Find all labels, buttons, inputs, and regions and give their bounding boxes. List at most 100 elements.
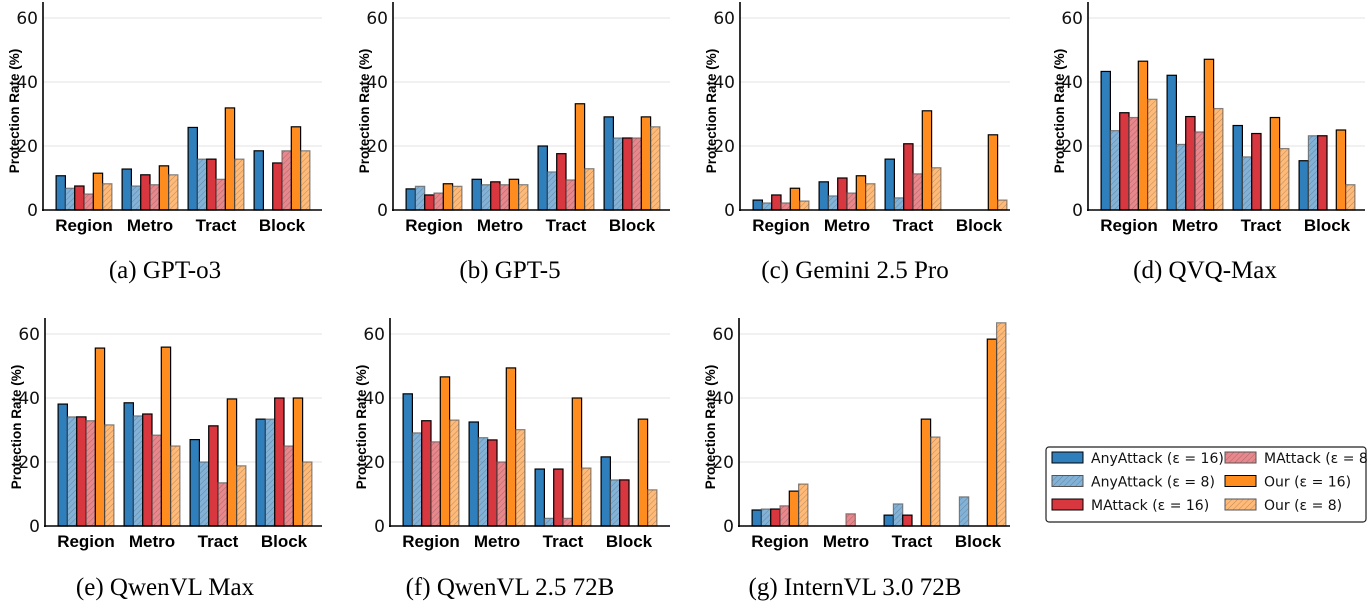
bar-region-series-5 xyxy=(1146,98,1158,211)
legend-swatch xyxy=(1051,475,1084,487)
y-tick-label: 40 xyxy=(366,73,388,93)
bar-block-series-0 xyxy=(603,116,614,211)
bar-region-series-2 xyxy=(76,416,87,527)
y-tick-label: 60 xyxy=(16,9,38,29)
y-axis-label: Protection Rate (%) xyxy=(1052,49,1067,174)
y-tick-label: 60 xyxy=(1061,9,1083,29)
bar-block-series-1 xyxy=(609,479,621,527)
bar-metro-series-3 xyxy=(845,513,856,527)
bar-block-series-5 xyxy=(995,322,1007,527)
bar-block-series-3 xyxy=(283,445,294,527)
bar-metro-series-3 xyxy=(499,184,510,211)
subplot-caption: (g) InternVL 3.0 72B xyxy=(749,574,962,601)
bar-region-series-5 xyxy=(103,424,115,527)
bar-tract-series-2 xyxy=(553,468,564,527)
bar-region-series-4 xyxy=(439,376,451,527)
bar-metro-series-4 xyxy=(508,178,520,211)
bar-metro-series-4 xyxy=(1203,58,1215,211)
x-tick-label: Tract xyxy=(546,216,587,235)
bar-tract-series-3 xyxy=(217,482,228,527)
bar-metro-series-0 xyxy=(468,421,480,527)
bar-region-series-2 xyxy=(74,185,85,211)
bar-tract-series-1 xyxy=(543,517,555,527)
bar-region-series-1 xyxy=(414,185,426,211)
y-tick-label: 60 xyxy=(366,9,388,29)
bar-metro-series-5 xyxy=(1212,107,1224,211)
y-tick-label: 20 xyxy=(1061,137,1083,157)
bar-region-series-5 xyxy=(101,183,113,211)
legend-label: AnyAttack (ε = 8) xyxy=(1091,475,1215,491)
y-tick-label: 40 xyxy=(713,73,735,93)
subplot-caption: (b) GPT-5 xyxy=(459,257,560,284)
bar-metro-series-2 xyxy=(487,439,498,527)
bar-block-series-2 xyxy=(272,162,283,211)
bar-region-series-1 xyxy=(761,202,773,211)
subplot-caption: (d) QVQ-Max xyxy=(1133,257,1277,284)
y-tick-label: 20 xyxy=(363,453,385,473)
y-axis-label: Protection Rate (%) xyxy=(7,49,22,174)
subplot-4: 0 20 40 60 Protection Rate (%) Region Metro Tra… xyxy=(9,318,322,601)
legend-swatch xyxy=(1051,498,1084,511)
bar-tract-series-3 xyxy=(562,517,573,527)
x-tick-label: Tract xyxy=(893,216,934,235)
legend-label: MAttack (ε = 8) xyxy=(1264,451,1369,467)
bar-region-series-1 xyxy=(411,432,423,527)
bar-region-series-0 xyxy=(752,199,763,211)
y-axis-label: Protection Rate (%) xyxy=(9,365,24,490)
bar-block-series-5 xyxy=(300,150,311,211)
legend-box xyxy=(1045,446,1367,523)
bar-region-series-5 xyxy=(449,419,460,527)
bar-block-series-4 xyxy=(292,397,304,527)
bar-metro-series-3 xyxy=(846,192,857,211)
x-tick-label: Tract xyxy=(892,532,933,551)
x-tick-label: Region xyxy=(402,532,460,551)
y-tick-label: 0 xyxy=(29,517,40,537)
bar-tract-series-2 xyxy=(1251,132,1262,211)
bar-metro-series-0 xyxy=(121,168,132,211)
bar-region-series-3 xyxy=(779,505,790,527)
bar-tract-series-2 xyxy=(903,143,914,211)
bar-metro-series-2 xyxy=(837,177,848,211)
y-tick-label: 20 xyxy=(16,137,38,157)
bar-metro-series-3 xyxy=(1194,131,1205,211)
bar-block-series-5 xyxy=(649,126,661,211)
bar-tract-series-5 xyxy=(583,168,595,211)
bar-block-series-0 xyxy=(253,150,265,211)
bar-tract-series-0 xyxy=(1232,124,1243,211)
bar-region-series-5 xyxy=(797,483,809,527)
bar-tract-series-4 xyxy=(920,418,932,527)
bar-region-series-2 xyxy=(771,194,782,211)
bar-metro-series-1 xyxy=(1175,143,1187,211)
bar-block-series-1 xyxy=(1307,135,1319,211)
bar-block-series-2 xyxy=(619,479,630,527)
bar-region-series-3 xyxy=(83,193,94,211)
subplot-2: 0 20 40 60 Protection Rate (%) Region Metro Tra… xyxy=(704,2,1010,284)
bar-tract-series-5 xyxy=(929,436,941,527)
bar-tract-series-2 xyxy=(556,153,567,211)
y-tick-label: 0 xyxy=(724,201,735,221)
bar-metro-series-5 xyxy=(514,429,526,527)
bar-metro-series-2 xyxy=(140,174,151,211)
bar-tract-series-4 xyxy=(921,110,933,211)
bar-metro-series-4 xyxy=(158,165,170,211)
bar-region-series-0 xyxy=(402,393,414,527)
bar-block-series-1 xyxy=(958,496,970,527)
x-tick-label: Block xyxy=(609,216,656,235)
bar-metro-series-3 xyxy=(151,434,162,527)
legend-swatch xyxy=(1224,475,1257,487)
bar-tract-series-0 xyxy=(189,439,201,527)
bar-metro-series-2 xyxy=(142,413,153,527)
x-tick-label: Block xyxy=(606,532,653,551)
bar-metro-series-4 xyxy=(160,346,172,527)
y-tick-label: 40 xyxy=(1061,73,1083,93)
y-tick-label: 0 xyxy=(374,517,385,537)
x-tick-label: Block xyxy=(259,216,306,235)
legend-swatch xyxy=(1224,451,1257,464)
bar-metro-series-1 xyxy=(480,184,492,211)
y-axis-label: Protection Rate (%) xyxy=(704,49,719,174)
bar-tract-series-4 xyxy=(1269,116,1281,211)
bar-block-series-4 xyxy=(637,418,649,527)
bar-region-series-4 xyxy=(92,172,104,211)
y-tick-label: 60 xyxy=(363,325,385,345)
bar-region-series-2 xyxy=(424,194,435,211)
